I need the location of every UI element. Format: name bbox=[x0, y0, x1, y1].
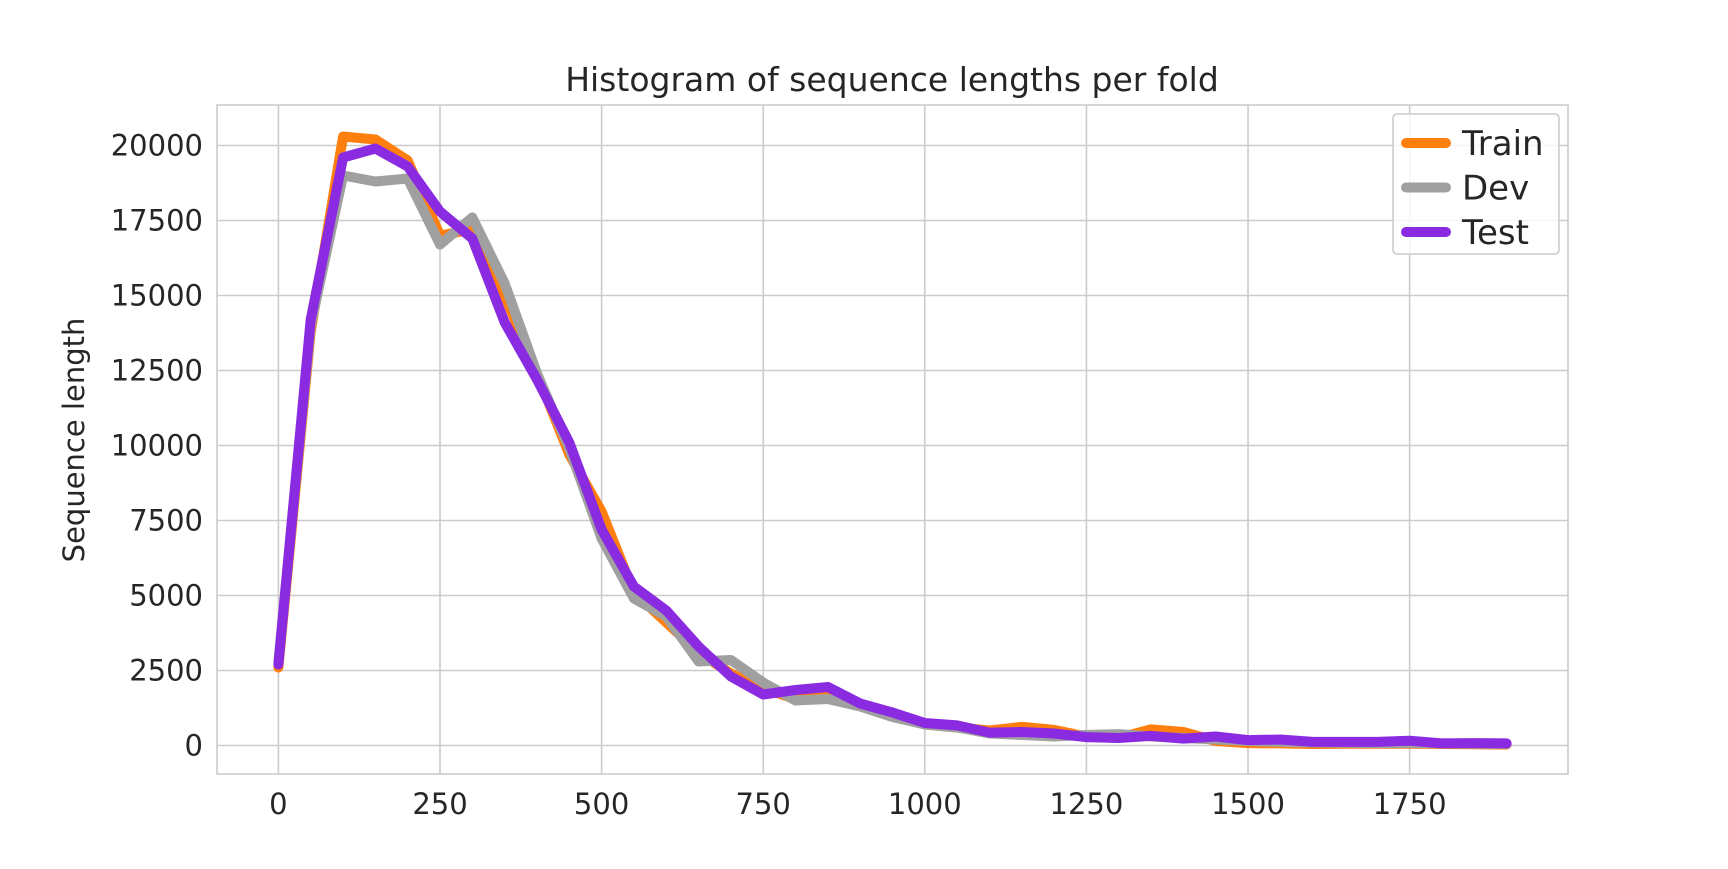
x-tick-label: 250 bbox=[412, 787, 467, 821]
legend-label: Test bbox=[1461, 213, 1529, 253]
x-tick-label: 500 bbox=[574, 787, 629, 821]
y-tick-label: 7500 bbox=[129, 504, 203, 538]
x-tick-label: 750 bbox=[736, 787, 791, 821]
x-tick-label: 1750 bbox=[1373, 787, 1447, 821]
y-tick-label: 2500 bbox=[129, 654, 203, 688]
y-tick-label: 17500 bbox=[111, 204, 203, 238]
y-tick-label: 12500 bbox=[111, 354, 203, 388]
y-axis: 0 2500 5000 7500 10000 12500 15000 17500 20000 bbox=[111, 129, 203, 763]
series bbox=[278, 136, 1506, 744]
legend-label: Train bbox=[1461, 124, 1544, 164]
y-tick-label: 10000 bbox=[111, 429, 203, 463]
x-tick-label: 0 bbox=[269, 787, 287, 821]
y-tick-label: 0 bbox=[185, 729, 203, 763]
chart-title: Histogram of sequence lengths per fold bbox=[565, 60, 1219, 99]
x-tick-label: 1250 bbox=[1050, 787, 1124, 821]
y-tick-label: 20000 bbox=[111, 129, 203, 163]
series-line-dev bbox=[278, 176, 1506, 745]
y-tick-label: 5000 bbox=[129, 579, 203, 613]
x-tick-label: 1000 bbox=[888, 787, 962, 821]
y-tick-label: 15000 bbox=[111, 279, 203, 313]
x-tick-label: 1500 bbox=[1211, 787, 1285, 821]
y-axis-label: Sequence length bbox=[57, 318, 91, 563]
x-axis: 0 250 500 750 1000 1250 1500 1750 bbox=[269, 787, 1446, 821]
legend-label: Dev bbox=[1462, 169, 1529, 209]
series-dev bbox=[278, 175, 1506, 744]
